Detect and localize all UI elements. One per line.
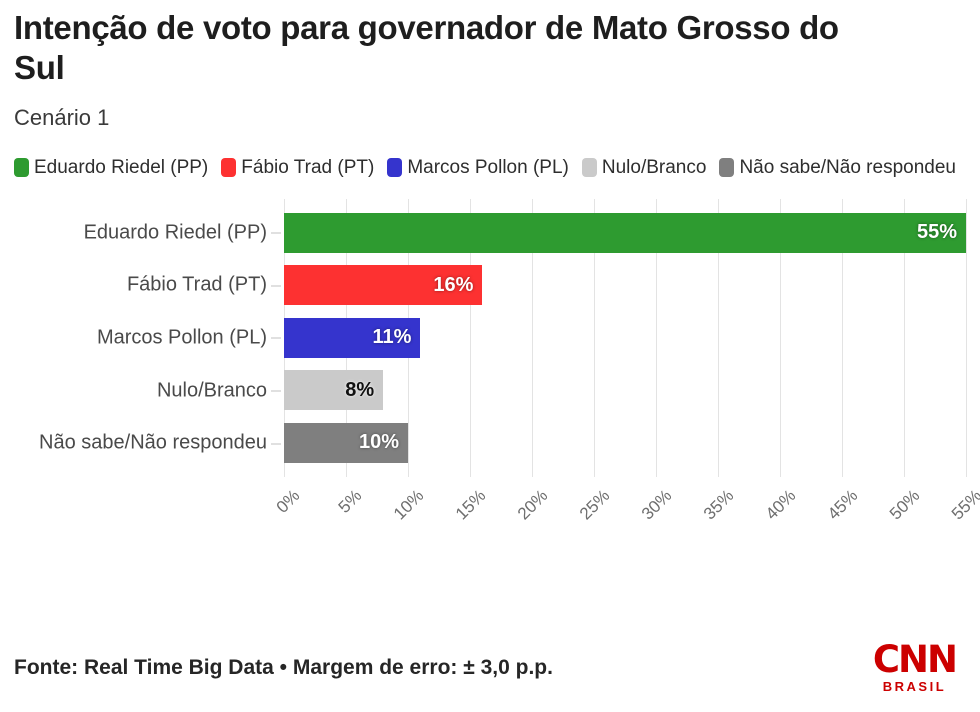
bar-chart: Eduardo Riedel (PP) 55% Fábio Trad (PT) …	[14, 198, 980, 523]
category-label: Nulo/Branco	[14, 379, 284, 402]
x-axis: 0% 5% 10% 15% 20% 25% 30% 35% 40% 45% 50% 55%	[273, 470, 980, 532]
value-label: 16%	[433, 273, 474, 296]
bar-row: Eduardo Riedel (PP) 55%	[84, 207, 966, 260]
grid-line	[780, 198, 781, 477]
cnn-logo-text: CNN	[872, 637, 958, 681]
legend-swatch-icon	[387, 158, 403, 177]
bar: 8%	[284, 370, 384, 411]
bars-layer: Eduardo Riedel (PP) 55% Fábio Trad (PT) …	[39, 207, 966, 470]
grid-line	[470, 198, 471, 477]
bar: 10%	[284, 422, 408, 463]
legend-item: Marcos Pollon (PL)	[387, 157, 569, 179]
legend-swatch-icon	[14, 158, 29, 177]
value-label: 55%	[916, 221, 957, 243]
category-label: Marcos Pollon (PL)	[14, 326, 284, 349]
legend-item-label: Fábio Trad (PT)	[241, 156, 375, 178]
bar: 11%	[284, 317, 421, 358]
value-label: 8%	[345, 378, 375, 401]
value-label: 11%	[372, 326, 412, 349]
legend-item-label: Nulo/Branco	[601, 156, 707, 178]
grid-line	[904, 198, 905, 477]
legend-item-label: Marcos Pollon (PL)	[407, 156, 569, 178]
legend-item: Nulo/Branco	[581, 156, 707, 179]
legend-item-label: Eduardo Riedel (PP)	[34, 156, 209, 178]
source-note: Fonte: Real Time Big Data • Margem de er…	[14, 655, 553, 679]
bar-row: Nulo/Branco 8%	[157, 364, 966, 417]
grid-line	[842, 198, 843, 477]
plot-area: Eduardo Riedel (PP) 55% Fábio Trad (PT) …	[39, 198, 980, 523]
chart-title: Intenção de voto para governador de Mato…	[14, 9, 839, 87]
bar-row: Marcos Pollon (PL) 11%	[97, 312, 966, 365]
legend: Eduardo Riedel (PP) Fábio Trad (PT) Marc…	[14, 157, 966, 179]
bar: 55%	[284, 212, 966, 253]
bar: 16%	[284, 265, 483, 306]
grid-line	[656, 198, 657, 477]
grid-line	[718, 198, 719, 477]
footer: Fonte: Real Time Big Data • Margem de er…	[14, 637, 966, 700]
chart-subtitle: Cenário 1	[14, 104, 110, 130]
bar-row: Fábio Trad (PT) 16%	[127, 259, 966, 312]
grid-line	[966, 198, 967, 477]
bar-row: Não sabe/Não respondeu 10%	[39, 417, 966, 470]
grid-line	[532, 198, 533, 477]
category-label: Eduardo Riedel (PP)	[14, 221, 284, 244]
cnn-brasil-logo: CNN BRASIL	[872, 637, 964, 694]
legend-item: Eduardo Riedel (PP)	[14, 157, 208, 179]
legend-swatch-icon	[719, 158, 735, 177]
category-label: Fábio Trad (PT)	[14, 274, 284, 297]
legend-item-label: Não sabe/Não respondeu	[739, 156, 956, 178]
grid-line	[594, 198, 595, 477]
cnn-logo-subtext: BRASIL	[882, 679, 947, 694]
legend-swatch-icon	[581, 158, 597, 177]
value-label: 10%	[358, 431, 399, 454]
legend-item: Não sabe/Não respondeu	[719, 157, 956, 179]
legend-item: Fábio Trad (PT)	[221, 157, 374, 179]
legend-swatch-icon	[221, 158, 237, 177]
category-label: Não sabe/Não respondeu	[14, 432, 284, 455]
